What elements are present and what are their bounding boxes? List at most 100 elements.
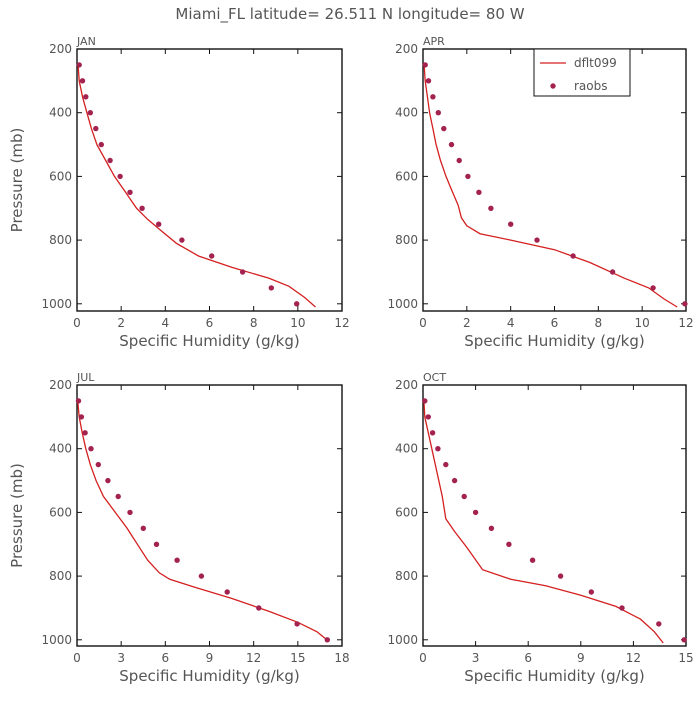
x-tick-label: 8 — [595, 316, 603, 330]
raobs-point — [127, 509, 133, 516]
raobs-point — [179, 237, 185, 243]
raobs-point — [127, 189, 133, 195]
raobs-point — [95, 461, 102, 468]
raobs-point — [107, 157, 113, 164]
y-axis-label: Pressure (mb) — [8, 128, 26, 233]
y-tick-label: 1000 — [387, 297, 418, 311]
legend: dflt099 raobs — [533, 48, 631, 97]
panel-label: JUL — [76, 371, 95, 384]
raobs-point — [456, 157, 462, 164]
y-tick-label: 400 — [49, 106, 72, 120]
y-tick-label: 400 — [395, 106, 418, 120]
y-tick-label: 800 — [49, 569, 72, 583]
raobs-point — [476, 189, 482, 195]
y-tick-label: 800 — [395, 233, 418, 247]
x-tick-label: 0 — [419, 316, 427, 330]
raobs-point — [140, 525, 146, 531]
chart-panel-jan: JAN 0 2 4 6 8 10 12 200 400 600 800 1000 Specific Hum… — [8, 35, 350, 350]
raobs-point — [443, 461, 449, 468]
raobs-point — [534, 237, 540, 243]
raobs-point — [256, 605, 262, 611]
x-tick-label: 6 — [162, 651, 170, 665]
raobs-point — [430, 94, 436, 100]
model-line-dflt099 — [423, 64, 678, 308]
y-tick-label: 1000 — [41, 297, 72, 311]
raobs-point — [88, 446, 94, 452]
x-tick-label: 4 — [507, 316, 515, 330]
plot-frame — [422, 384, 687, 647]
x-tick-label: 4 — [162, 316, 170, 330]
raobs-point — [425, 78, 432, 84]
raobs-point — [76, 62, 82, 68]
raobs-point — [93, 125, 99, 132]
raobs-point — [682, 301, 688, 307]
legend-box — [533, 48, 631, 97]
raobs-point — [105, 477, 111, 484]
x-tick-label: 0 — [419, 651, 427, 665]
raobs-point — [79, 78, 86, 84]
chart-panel-oct: OCT 0 3 6 9 12 15 200 400 600 800 1000 Specific Humi… — [387, 371, 693, 685]
raobs-point — [78, 414, 85, 420]
raobs-point — [557, 573, 564, 579]
raobs-point — [448, 141, 455, 148]
y-tick-label: 400 — [49, 442, 72, 456]
y-tick-label: 200 — [49, 378, 72, 392]
x-tick-label: 15 — [290, 651, 305, 665]
x-tick-label: 6 — [206, 316, 214, 330]
x-tick-label: 6 — [524, 651, 532, 665]
raobs-point — [294, 621, 300, 627]
raobs-point — [465, 173, 471, 180]
raobs-point — [115, 493, 121, 500]
x-tick-label: 3 — [117, 651, 125, 665]
y-tick-label: 200 — [395, 378, 418, 392]
model-line-dflt099 — [423, 400, 664, 644]
x-tick-label: 8 — [250, 316, 258, 330]
x-tick-label: 9 — [577, 651, 585, 665]
raobs-point — [83, 94, 89, 100]
raobs-point — [294, 301, 300, 307]
raobs-point — [75, 398, 82, 404]
x-tick-label: 3 — [472, 651, 480, 665]
raobs-point — [98, 141, 105, 148]
model-line-dflt099 — [77, 64, 316, 308]
x-tick-label: 12 — [334, 316, 349, 330]
figure-title: Miami_FL latitude= 26.511 N longitude= 8… — [175, 5, 524, 24]
x-tick-label: 9 — [206, 651, 214, 665]
raobs-point — [422, 398, 428, 404]
raobs-point — [198, 573, 205, 579]
raobs-point — [268, 285, 274, 291]
y-tick-label: 1000 — [387, 633, 418, 647]
x-tick-label: 0 — [73, 316, 81, 330]
x-tick-label: 12 — [246, 651, 261, 665]
chart-panel-jul: JUL 0 3 6 9 12 15 18 200 400 600 800 1000 Specific Hu… — [8, 371, 350, 685]
raobs-point — [156, 221, 162, 227]
raobs-point — [174, 557, 180, 563]
x-tick-label: 12 — [626, 651, 641, 665]
y-axis-label: Pressure (mb) — [8, 463, 26, 568]
chart-panel-apr: APR 0 2 4 6 8 10 12 200 400 600 800 1000 Specific Hum… — [387, 35, 693, 350]
raobs-point — [435, 110, 441, 116]
y-tick-label: 200 — [395, 42, 418, 56]
raobs-point — [209, 253, 215, 259]
y-tick-label: 600 — [395, 505, 418, 519]
raobs-point — [429, 430, 436, 436]
x-tick-label: 15 — [678, 651, 693, 665]
raobs-point — [82, 430, 88, 436]
y-tick-label: 400 — [395, 442, 418, 456]
y-tick-label: 1000 — [41, 633, 72, 647]
raobs-point — [619, 605, 625, 611]
y-tick-label: 200 — [49, 42, 72, 56]
raobs-point — [461, 493, 467, 500]
raobs-point — [139, 205, 145, 211]
raobs-point — [435, 446, 441, 452]
x-tick-label: 12 — [678, 316, 693, 330]
raobs-point — [422, 62, 428, 68]
raobs-point — [324, 637, 330, 643]
x-tick-label: 10 — [290, 316, 305, 330]
raobs-point — [451, 477, 458, 484]
raobs-point — [588, 589, 594, 595]
raobs-point — [87, 110, 94, 116]
plot-frame — [76, 384, 343, 647]
